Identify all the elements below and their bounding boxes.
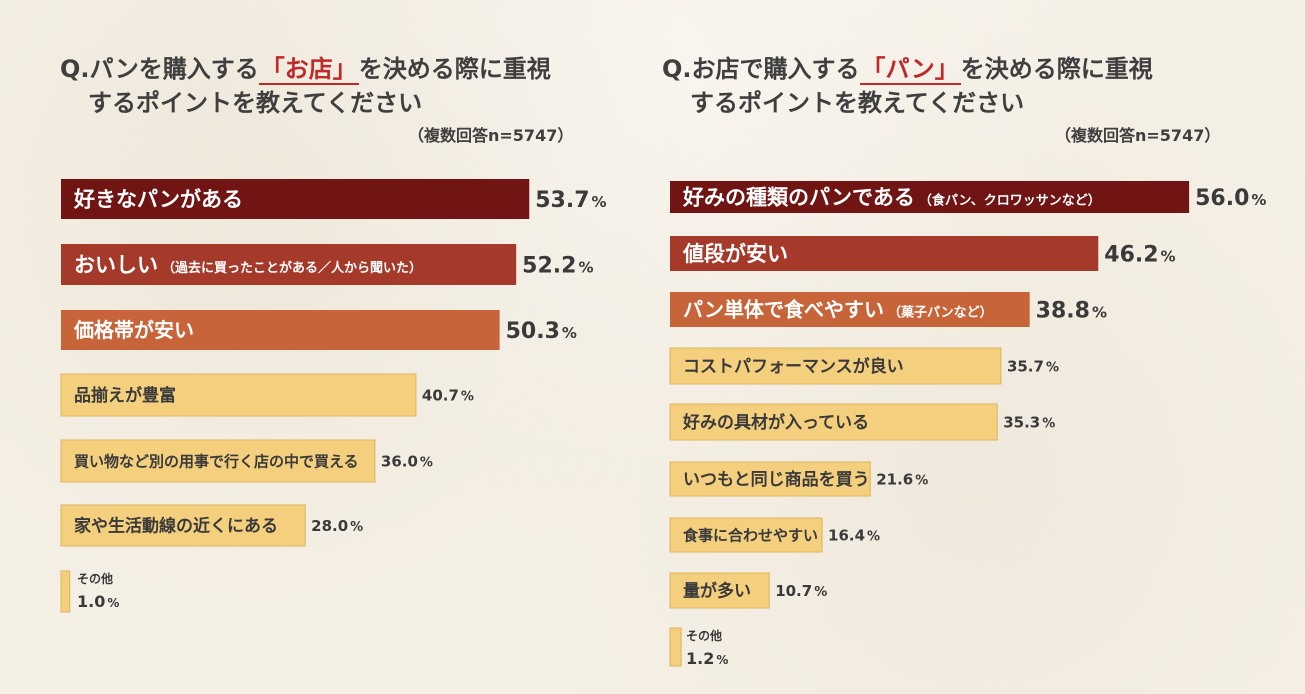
- bar-row: その他 1.0%: [60, 570, 119, 613]
- bar-row: 好みの種類のパンである （食パン、クロワッサンなど） 56.0%: [670, 181, 1266, 213]
- value-label: 50.3%: [506, 319, 577, 344]
- category-label: その他: [77, 571, 113, 586]
- value-label: 36.0%: [381, 452, 433, 470]
- right-chart-panel: Q.お店で購入する「パン」を決める際に重視 するポイントを教えてください （複数…: [650, 0, 1305, 694]
- bar: [669, 572, 770, 609]
- bar-row: 品揃えが豊富 40.7%: [60, 373, 474, 417]
- category-label: 量が多い: [683, 581, 751, 602]
- bar-row: 値段が安い 46.2%: [670, 236, 1176, 271]
- category-label: 好きなパンがある: [73, 188, 243, 212]
- bar: [61, 179, 530, 219]
- value-label: 1.0%: [77, 592, 119, 611]
- bar-row: 食事に合わせやすい 16.4%: [669, 517, 880, 553]
- category-label: コストパフォーマンスが良い: [683, 356, 904, 377]
- bar: [669, 461, 871, 497]
- bar-row: コストパフォーマンスが良い 35.7%: [669, 347, 1059, 385]
- value-label: 53.7%: [535, 188, 606, 213]
- right-bar-chart: 好みの種類のパンである （食パン、クロワッサンなど） 56.0 % 値段が安い 46.2%…: [669, 181, 1266, 668]
- bar-row: いつもと同じ商品を買う 21.6%: [669, 461, 928, 497]
- bar: [669, 517, 823, 553]
- category-label: 家や生活動線の近くにある: [74, 516, 278, 537]
- category-label: いつもと同じ商品を買う: [683, 469, 870, 490]
- left-chart-panel: Q.パンを購入する「お店」を決める際に重視 するポイントを教えてください （複数…: [0, 0, 650, 694]
- bar: [60, 504, 306, 547]
- category-label: 好みの種類のパンである （食パン、クロワッサンなど）: [682, 186, 1101, 210]
- category-label: 値段が安い: [682, 242, 788, 266]
- value-label: 46.2%: [1104, 242, 1175, 267]
- category-label: その他: [686, 628, 722, 643]
- bar: [670, 181, 1190, 213]
- right-title-line2: するポイントを教えてください: [690, 89, 1025, 117]
- value-label: 52.2%: [522, 253, 593, 278]
- bar-row: 好きなパンがある 53.7%: [61, 179, 607, 219]
- right-title-prefix: Q.お店で購入する: [662, 55, 860, 83]
- bar: [60, 570, 71, 613]
- bar: [61, 244, 517, 285]
- value-label: 56.0%: [1195, 186, 1266, 211]
- left-title-line2: するポイントを教えてください: [88, 89, 423, 117]
- left-question-title: Q.パンを購入する「お店」を決める際に重視 するポイントを教えてください: [60, 52, 551, 120]
- category-label: 品揃えが豊富: [74, 385, 176, 406]
- bar-row: おいしい （過去に買ったことがある／人から聞いた） 52.2%: [61, 244, 593, 285]
- value-label: 35.7%: [1007, 357, 1059, 375]
- value-label: 40.7%: [422, 386, 474, 404]
- left-bar-chart: 好きなパンがある 53.7 % おいしい （過去に買ったことがある／人から聞いた） 52.…: [60, 179, 607, 613]
- bar: [670, 236, 1099, 271]
- value-label: 10.7%: [775, 582, 827, 600]
- right-sample-note: （複数回答n=5747）: [1055, 126, 1221, 145]
- value-label: 21.6%: [876, 470, 928, 488]
- value-label: 35.3%: [1003, 413, 1055, 431]
- bar: [669, 627, 682, 667]
- bar-row: 買い物など別の用事で行く店の中で買える 36.0%: [60, 439, 433, 483]
- category-label: 買い物など別の用事で行く店の中で買える: [74, 452, 359, 470]
- left-title-prefix: Q.パンを購入する: [60, 55, 259, 83]
- bar: [669, 347, 1002, 385]
- bar: [60, 439, 376, 483]
- bar-row: 好みの具材が入っている 35.3%: [669, 403, 1055, 441]
- bar-row: その他 1.2%: [669, 627, 728, 668]
- value-label: 38.8%: [1036, 298, 1107, 323]
- right-question-title: Q.お店で購入する「パン」を決める際に重視 するポイントを教えてください: [662, 52, 1153, 120]
- category-label: 好みの具材が入っている: [682, 412, 869, 433]
- bar: [60, 373, 417, 417]
- right-title-suffix: を決める際に重視: [960, 55, 1153, 83]
- bar: [670, 292, 1030, 327]
- bar: [669, 403, 998, 441]
- left-title-suffix: を決める際に重視: [358, 55, 551, 83]
- category-label: パン単体で食べやすい （菓子パンなど）: [683, 298, 993, 322]
- value-label: 28.0%: [311, 517, 363, 535]
- right-title-highlight: 「パン」: [859, 55, 961, 85]
- bar-row: パン単体で食べやすい （菓子パンなど） 38.8%: [670, 292, 1107, 327]
- bar-row: 量が多い 10.7%: [669, 572, 827, 609]
- category-label: おいしい （過去に買ったことがある／人から聞いた）: [74, 253, 422, 277]
- bar-row: 価格帯が安い 50.3%: [61, 310, 577, 350]
- category-label: 価格帯が安い: [73, 318, 194, 342]
- bar-row: 家や生活動線の近くにある 28.0%: [60, 504, 363, 547]
- left-title-highlight: 「お店」: [258, 55, 359, 85]
- value-label: 1.2%: [686, 649, 728, 668]
- category-label: 食事に合わせやすい: [683, 526, 818, 544]
- bar: [61, 310, 500, 350]
- left-sample-note: （複数回答n=5747）: [408, 126, 574, 145]
- value-label: 16.4%: [828, 526, 880, 544]
